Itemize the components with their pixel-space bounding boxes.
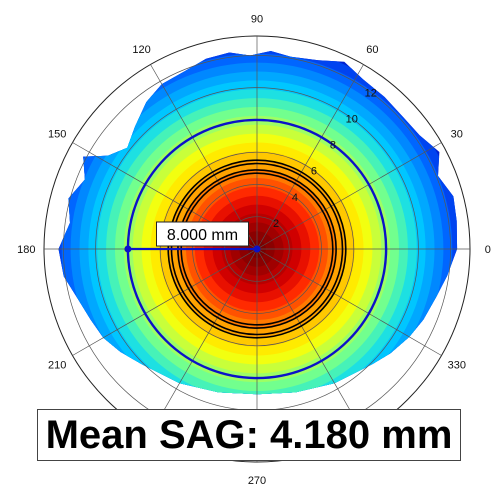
radius-end-marker <box>124 245 132 253</box>
mean-sag-box: Mean SAG: 4.180 mm <box>37 409 461 461</box>
angle-tick-label: 60 <box>366 44 378 56</box>
angle-tick-label: 330 <box>448 359 466 371</box>
angle-tick-label: 90 <box>251 13 263 25</box>
grid-spoke <box>256 248 364 434</box>
radius-label: 8.000 mm <box>167 227 238 244</box>
radius-annotation: 8.000 mm <box>124 221 261 253</box>
angle-tick-label: 120 <box>132 44 150 56</box>
radial-tick-labels: 2 4 6 8 10 12 <box>273 87 377 230</box>
angle-tick-label: 30 <box>451 129 463 141</box>
radial-tick-label: 8 <box>330 140 336 152</box>
radial-tick-label: 10 <box>346 114 358 126</box>
radial-tick-label: 2 <box>273 218 279 230</box>
radial-tick-label: 6 <box>311 166 317 178</box>
angle-tick-label: 180 <box>17 244 35 256</box>
grid-spoke <box>256 142 442 250</box>
center-marker <box>253 245 261 253</box>
radial-tick-label: 4 <box>292 192 298 204</box>
angle-tick-label: 0 <box>485 244 491 256</box>
grid-spoke <box>150 248 258 434</box>
radius-label-box <box>156 221 249 247</box>
angle-tick-label: 150 <box>48 129 66 141</box>
grid-spoke <box>150 64 258 250</box>
grid-spoke <box>72 248 258 356</box>
angle-tick-label: 210 <box>48 359 66 371</box>
mean-sag-label: Mean SAG: 4.180 mm <box>45 412 453 457</box>
grid-spoke <box>256 64 364 250</box>
angle-tick-label: 270 <box>248 475 266 487</box>
grid-spoke <box>256 248 442 356</box>
radial-tick-label: 12 <box>365 87 377 99</box>
